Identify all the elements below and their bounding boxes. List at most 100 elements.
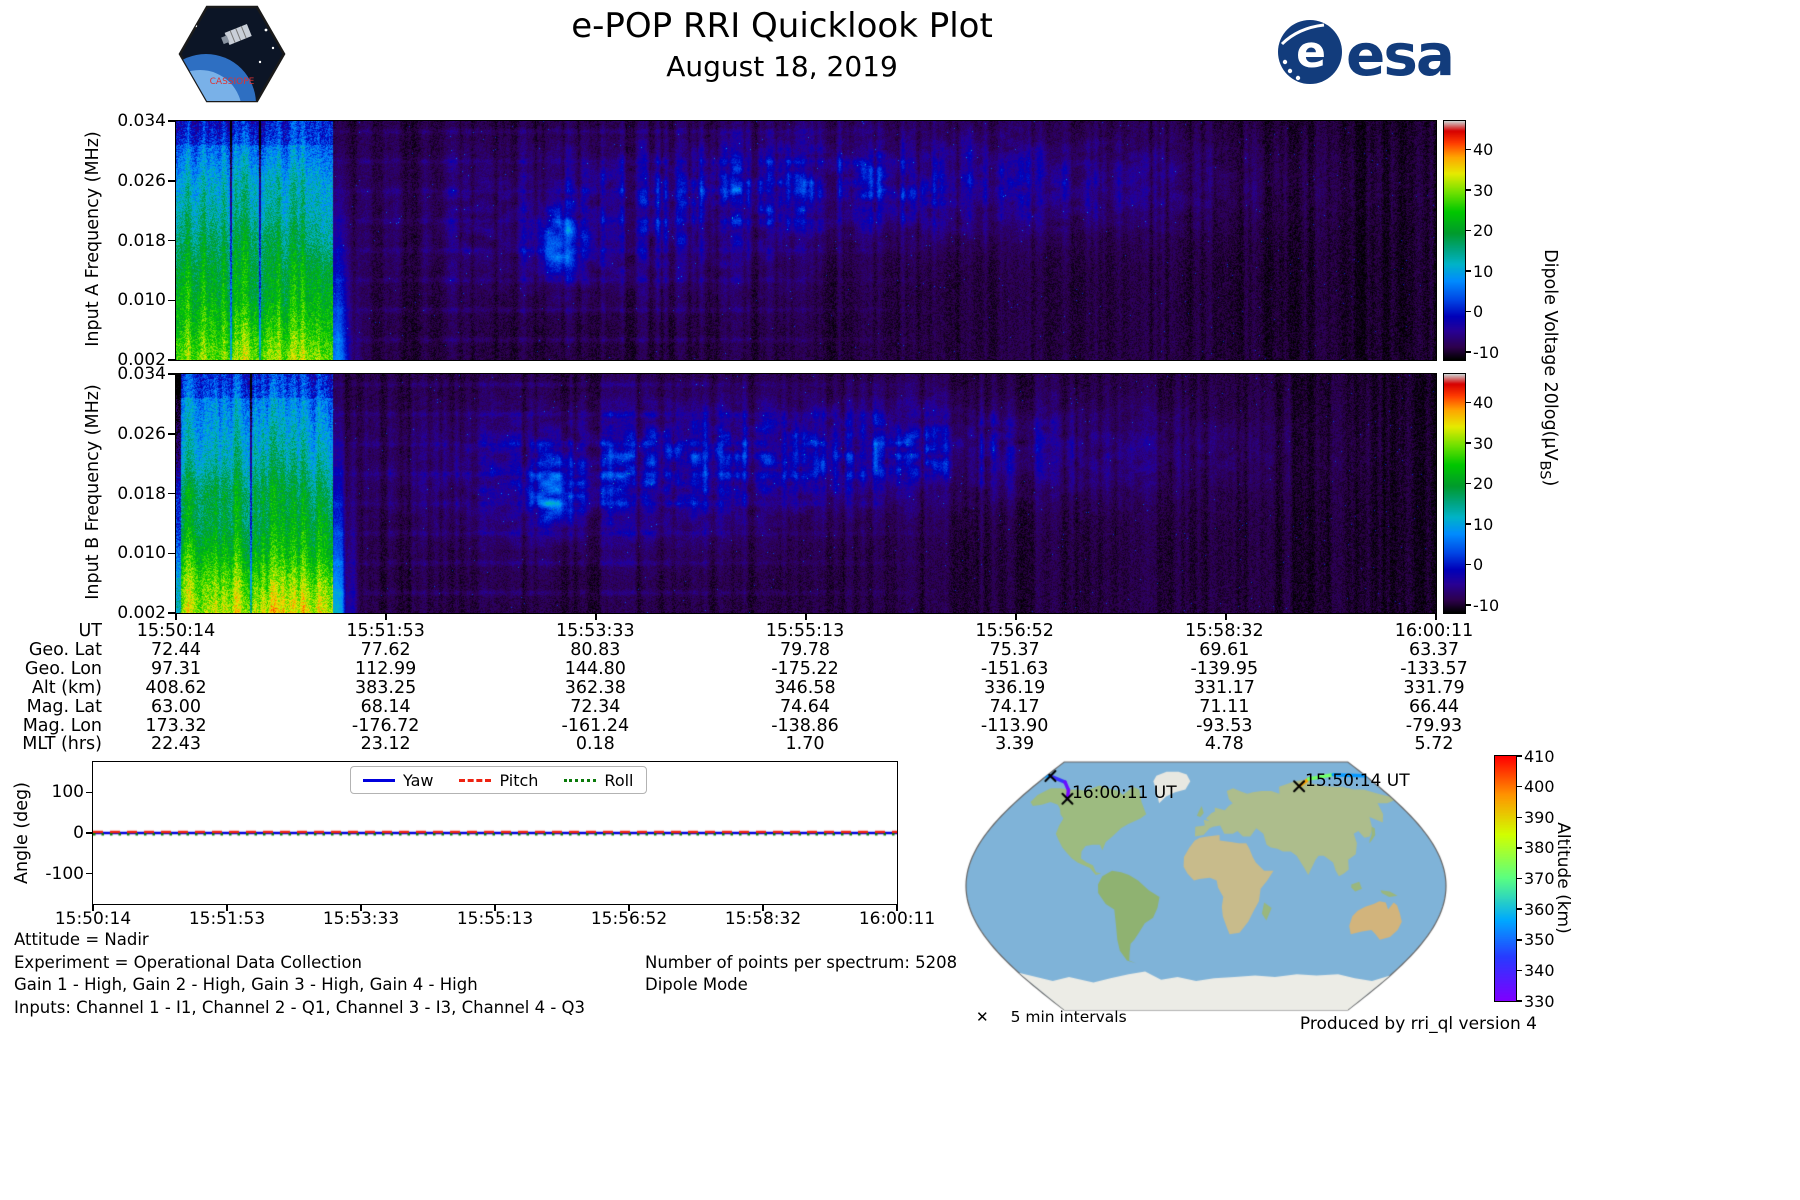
ephemeris-value: 72.34: [570, 696, 621, 717]
ephemeris-value: -151.63: [980, 658, 1049, 679]
legend-item-yaw: Yaw: [363, 771, 433, 790]
legend-label: Roll: [604, 770, 634, 790]
x-marker-icon: ✕: [976, 1008, 989, 1026]
altitude-colorbar-tick-label: 360: [1524, 899, 1555, 919]
axis-tick: [1466, 229, 1471, 232]
ephemeris-value: 173.32: [145, 715, 207, 736]
axis-tick: [805, 614, 807, 620]
input-b-ytick-label: 0.002: [117, 603, 166, 623]
axis-tick: [1466, 148, 1471, 151]
esa-logo: e esa: [1278, 20, 1455, 88]
ephemeris-value: 15:53:33: [556, 621, 635, 641]
input-b-ytick-label: 0.034: [117, 364, 166, 384]
axis-tick: [1466, 351, 1471, 353]
ephemeris-value: 331.79: [1403, 677, 1465, 698]
angle-ytick-label: 0: [73, 823, 84, 843]
altitude-colorbar-tick-label: 350: [1524, 930, 1555, 950]
ephemeris-value: 77.62: [360, 639, 411, 660]
dipole-colorbar-b-canvas: [1444, 374, 1465, 613]
ephemeris-value: 4.78: [1204, 734, 1244, 755]
ephemeris-row-label: Mag. Lon: [22, 715, 102, 736]
dipole-colorbar-tick-label: 30: [1473, 180, 1494, 200]
axis-tick: [1435, 614, 1437, 620]
produced-by-text: Produced by rri_ql version 4: [1299, 1014, 1537, 1034]
ephemeris-value: 79.78: [779, 639, 831, 660]
axis-tick: [1517, 877, 1522, 880]
cassiope-mission-patch: CASSIOPE: [178, 5, 286, 103]
altitude-colorbar-tick-label: 330: [1524, 991, 1555, 1011]
input-b-spectrogram-frame: [175, 373, 1437, 614]
ephemeris-value: 15:56:52: [975, 621, 1054, 641]
ephemeris-value: 97.31: [150, 658, 202, 679]
axis-tick: [1466, 563, 1471, 566]
altitude-colorbar-tick-label: 400: [1524, 777, 1555, 797]
ephemeris-value: 408.62: [145, 677, 207, 698]
dipole-colorbar-tick-label: 10: [1473, 261, 1494, 281]
axis-tick: [1466, 442, 1471, 444]
axis-tick: [1466, 401, 1471, 404]
ephemeris-table: UT 15:50:14 15:51:53 15:53:33 15:55:13 15:56:…: [0, 622, 1520, 756]
axis-tick: [1517, 755, 1522, 757]
ephemeris-value: -175.22: [771, 658, 839, 679]
axis-tick: [1517, 969, 1522, 972]
ephemeris-value: -176.72: [351, 715, 420, 736]
axis-tick: [168, 612, 175, 614]
dipole-colorbar-a-frame: [1443, 120, 1466, 361]
axis-tick: [168, 299, 175, 301]
ephemeris-value: -133.57: [1400, 658, 1468, 679]
axis-tick: [92, 905, 94, 911]
dipole-colorbar-label-sub: BS: [1536, 460, 1554, 480]
dipole-colorbar-tick-label: 10: [1473, 514, 1494, 534]
axis-tick: [1466, 523, 1471, 525]
axis-tick: [896, 905, 898, 911]
attitude-text: Attitude = Nadir: [14, 930, 149, 949]
ephemeris-value: 69.61: [1199, 639, 1250, 660]
pitch-line-sample: [459, 778, 492, 782]
inputs-text: Inputs: Channel 1 - I1, Channel 2 - Q1, …: [14, 998, 585, 1017]
patch-cassiope-label: CASSIOPE: [210, 77, 255, 87]
altitude-colorbar-tick-label: 370: [1524, 869, 1555, 888]
axis-tick: [1517, 1000, 1522, 1002]
dipole-colorbar-tick-label: 40: [1473, 140, 1494, 160]
ephemeris-value: 15:50:14: [136, 621, 216, 641]
points-per-spectrum-text: Number of points per spectrum: 5208: [645, 953, 958, 972]
svg-text:e: e: [1296, 27, 1326, 78]
ephemeris-value: 23.12: [360, 734, 411, 755]
input-a-ytick-label: 0.026: [117, 170, 166, 191]
ephemeris-value: 16:00:11: [1394, 621, 1474, 641]
axis-tick: [86, 791, 92, 794]
ephemeris-value: 72.44: [150, 639, 202, 660]
axis-tick: [168, 492, 175, 495]
axis-tick: [86, 832, 92, 834]
dipole-colorbar-tick-label: 0: [1473, 302, 1484, 322]
ephemeris-value: -93.53: [1196, 715, 1253, 736]
ephemeris-row-label: Mag. Lat: [26, 696, 102, 717]
input-a-ytick-label: 0.034: [117, 111, 166, 131]
axis-tick: [360, 905, 362, 911]
ephemeris-value: 74.64: [779, 696, 831, 717]
axis-tick: [595, 614, 597, 620]
ephemeris-value: 0.18: [575, 734, 615, 755]
page-date: August 18, 2019: [666, 50, 898, 83]
legend-label: Yaw: [403, 770, 434, 790]
interval-legend-text: 5 min intervals: [1010, 1008, 1127, 1026]
axis-tick: [494, 905, 496, 911]
dipole-mode-text: Dipole Mode: [645, 975, 748, 994]
ground-track-map-canvas: [960, 757, 1452, 1015]
ephemeris-value: 15:58:32: [1185, 621, 1264, 641]
input-a-ytick-label: 0.018: [117, 230, 166, 251]
page-title: e-POP RRI Quicklook Plot: [571, 6, 993, 46]
axis-tick: [1015, 614, 1017, 620]
ephemeris-value: 5.72: [1414, 734, 1454, 755]
angle-ytick-label: 100: [51, 782, 84, 803]
dipole-colorbar-tick-label: 40: [1473, 393, 1494, 413]
esa-globe-icon: e: [1278, 20, 1342, 84]
axis-tick: [762, 905, 764, 911]
ephemeris-row-label: Geo. Lat: [28, 639, 102, 660]
patch-satellite-icon: [221, 23, 252, 45]
ephemeris-value: 66.44: [1408, 696, 1460, 717]
dipole-colorbar-label-text: Dipole Voltage 20log(μV: [1539, 249, 1560, 461]
angle-ytick-label: -100: [45, 863, 84, 884]
axis-tick: [1466, 310, 1471, 313]
ephemeris-value: 144.80: [564, 658, 626, 679]
